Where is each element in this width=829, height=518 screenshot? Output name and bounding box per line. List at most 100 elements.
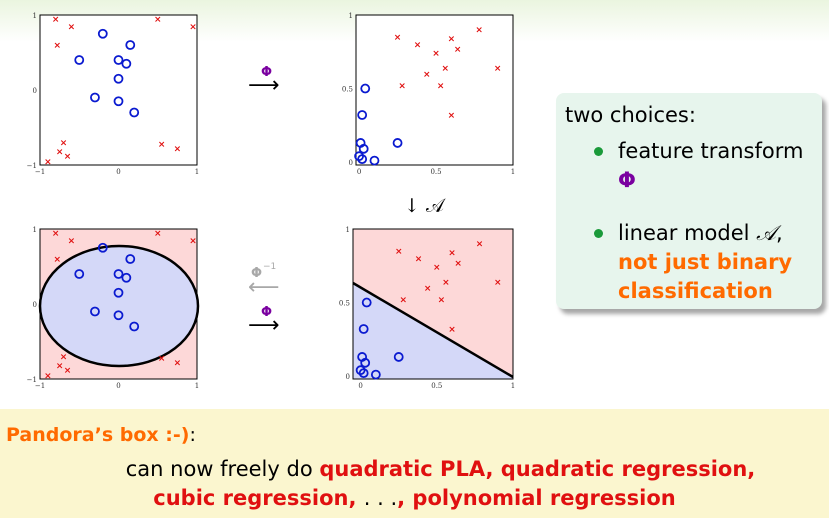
cross-point: × bbox=[442, 64, 450, 74]
cross-point: × bbox=[442, 278, 450, 288]
circle-point bbox=[129, 107, 140, 118]
x-tick-label: 1 bbox=[511, 168, 515, 176]
circle-point bbox=[125, 254, 136, 264]
choice-2-symbol: 𝒜 bbox=[756, 221, 777, 245]
pandora-title-text: Pandora’s box :-) bbox=[6, 424, 190, 446]
pandoras-box-banner: Pandora’s box :-): can now freely do qua… bbox=[0, 409, 829, 518]
circle-point bbox=[125, 40, 136, 50]
circle-point bbox=[90, 92, 100, 103]
phi-symbol-top: Φ bbox=[261, 65, 272, 80]
circle-point bbox=[74, 55, 85, 65]
cross-point: × bbox=[395, 247, 403, 257]
cross-point: × bbox=[476, 240, 484, 250]
cross-point: × bbox=[414, 40, 422, 50]
y-tick-label: 0 bbox=[33, 87, 37, 95]
linear-boundary bbox=[352, 281, 514, 379]
circle-point bbox=[357, 154, 368, 165]
y-tick-label: 1 bbox=[349, 12, 353, 20]
cross-point: × bbox=[415, 254, 423, 264]
arrow-phi-top: Φ ⟶ bbox=[248, 65, 280, 98]
x-tick-label: 0 bbox=[357, 168, 361, 176]
x-tick-label: −1 bbox=[35, 168, 45, 176]
cross-point: × bbox=[52, 229, 60, 239]
phi-inverse-exponent: −1 bbox=[263, 262, 276, 272]
line-2-red-1: cubic regression, bbox=[153, 486, 364, 510]
circle-point bbox=[113, 287, 124, 298]
choice-2-comma: , bbox=[776, 221, 783, 245]
ellipse-boundary bbox=[38, 244, 200, 368]
cross-point: × bbox=[52, 15, 60, 25]
y-tick-label: 0 bbox=[346, 373, 350, 381]
circle-point bbox=[369, 155, 380, 166]
choice-feature-transform: feature transform Φ bbox=[618, 137, 803, 195]
pandora-title: Pandora’s box :-): bbox=[6, 424, 196, 446]
circle-point bbox=[90, 306, 100, 317]
circle-point bbox=[370, 369, 381, 380]
pandora-colon: : bbox=[189, 424, 196, 446]
bullet-dot bbox=[594, 147, 603, 156]
right-arrow-top: ⟶ bbox=[248, 73, 280, 98]
cross-point: × bbox=[154, 15, 162, 25]
cross-point: × bbox=[60, 139, 68, 149]
cross-point: × bbox=[56, 362, 64, 372]
cross-point: × bbox=[398, 82, 406, 92]
x-tick-label: 0 bbox=[116, 168, 120, 176]
choice-1-text: feature transform bbox=[618, 139, 804, 163]
circle-point bbox=[360, 357, 371, 368]
circle-point bbox=[358, 368, 369, 379]
cross-point: × bbox=[44, 157, 52, 167]
cross-point: × bbox=[400, 296, 408, 306]
circle-point bbox=[113, 269, 124, 279]
two-choices-box: two choices: feature transform Φ linear … bbox=[556, 93, 822, 309]
phi-inverse-symbol: Φ bbox=[251, 266, 262, 281]
cross-point: × bbox=[44, 371, 52, 381]
cross-point: × bbox=[68, 236, 76, 246]
cross-point: × bbox=[53, 41, 61, 51]
cross-point: × bbox=[158, 354, 166, 364]
cross-point: × bbox=[448, 249, 456, 259]
y-tick-label: 1 bbox=[346, 226, 350, 234]
cross-point: × bbox=[448, 35, 456, 45]
cross-point: × bbox=[174, 359, 182, 369]
circle-point bbox=[121, 58, 132, 69]
choice-2-text: linear model bbox=[618, 221, 757, 245]
x-tick-label: 1 bbox=[511, 382, 515, 390]
left-arrow: ⟵ bbox=[248, 275, 280, 300]
y-tick-label: 0 bbox=[349, 159, 353, 167]
x-tick-label: 0 bbox=[358, 382, 362, 390]
y-tick-label: 0.5 bbox=[339, 300, 350, 308]
circle-point bbox=[392, 138, 403, 148]
y-tick-label: 0 bbox=[33, 301, 37, 309]
cross-point: × bbox=[432, 49, 440, 59]
cross-point: × bbox=[189, 22, 197, 32]
cross-point: × bbox=[394, 33, 402, 43]
line-1-red: quadratic PLA, quadratic regression, bbox=[319, 457, 756, 481]
choice-linear-model: linear model 𝒜, not just binary classifi… bbox=[618, 219, 792, 306]
x-tick-label: 0 bbox=[116, 382, 120, 390]
circle-point bbox=[113, 96, 124, 107]
line-1-plain: can now freely do bbox=[125, 457, 320, 481]
x-tick-label: 1 bbox=[195, 168, 199, 176]
choice-2-note-1: not just binary bbox=[618, 250, 793, 274]
bullet-dot bbox=[594, 229, 603, 238]
x-tick-label: 0.5 bbox=[430, 168, 441, 176]
bottom-line-1: can now freely do quadratic PLA, quadrat… bbox=[26, 457, 829, 481]
y-tick-label: 1 bbox=[33, 12, 37, 20]
circle-point bbox=[113, 55, 124, 65]
cross-point: × bbox=[437, 82, 445, 92]
cross-point: × bbox=[448, 325, 456, 335]
cross-point: × bbox=[423, 70, 431, 80]
x-tick-label: −1 bbox=[35, 382, 45, 390]
down-arrow-label: ↓ 𝒜 bbox=[404, 195, 446, 217]
circle-point bbox=[97, 242, 108, 253]
cross-point: × bbox=[174, 145, 182, 155]
cross-point: × bbox=[438, 296, 446, 306]
cross-point: × bbox=[64, 152, 72, 162]
cross-point: × bbox=[454, 45, 462, 55]
y-tick-label: −1 bbox=[27, 376, 37, 384]
cross-point: × bbox=[454, 259, 462, 269]
cross-point: × bbox=[433, 263, 441, 273]
arrow-phi-inverse: Φ −1 ⟵ bbox=[248, 262, 280, 300]
